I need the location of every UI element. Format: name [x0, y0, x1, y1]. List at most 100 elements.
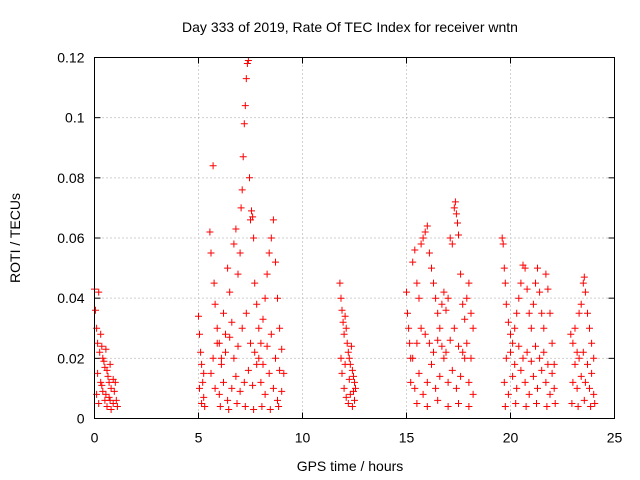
- y-tick-label: 0.04: [57, 290, 84, 306]
- data-point: [241, 102, 249, 110]
- data-point: [109, 400, 117, 407]
- data-point: [263, 270, 271, 278]
- data-point: [579, 279, 587, 287]
- data-point: [409, 354, 417, 362]
- data-point: [340, 330, 348, 338]
- data-point: [546, 390, 554, 398]
- data-point: [502, 300, 510, 308]
- data-point: [201, 403, 209, 410]
- data-point: [527, 357, 535, 365]
- data-point: [350, 372, 357, 380]
- data-point: [247, 339, 254, 347]
- scatter-points: [91, 57, 599, 413]
- data-point: [351, 396, 358, 404]
- data-point: [112, 396, 120, 404]
- data-point: [501, 279, 509, 287]
- data-point: [467, 354, 475, 362]
- data-point: [217, 354, 225, 362]
- data-point: [103, 403, 111, 410]
- y-axis-label: ROTI / TECUs: [7, 193, 23, 283]
- data-point: [242, 309, 250, 317]
- data-point: [276, 324, 284, 332]
- data-point: [200, 369, 208, 377]
- data-point: [455, 231, 462, 239]
- data-point: [236, 249, 244, 257]
- data-point: [536, 288, 544, 296]
- data-point: [588, 339, 596, 347]
- data-point: [532, 342, 539, 350]
- data-point: [580, 273, 588, 281]
- y-tick-label: 0.1: [65, 110, 85, 126]
- data-point: [465, 378, 473, 386]
- data-point: [444, 378, 452, 386]
- data-point: [251, 279, 259, 287]
- data-point: [569, 378, 577, 386]
- data-point: [504, 390, 512, 398]
- data-point: [259, 360, 267, 368]
- data-point: [344, 348, 352, 356]
- data-point: [421, 228, 429, 236]
- data-point: [341, 312, 349, 320]
- data-point: [217, 360, 225, 368]
- y-tick-label: 0.02: [57, 350, 84, 366]
- data-point: [515, 342, 523, 350]
- data-point: [269, 384, 277, 392]
- data-point: [448, 240, 456, 248]
- data-point: [434, 396, 442, 404]
- data-point: [107, 406, 115, 413]
- data-point: [544, 285, 552, 293]
- data-point: [507, 330, 514, 338]
- data-point: [451, 198, 459, 206]
- data-point: [450, 204, 458, 212]
- data-point: [457, 372, 465, 380]
- data-point: [467, 309, 475, 317]
- data-point: [406, 339, 414, 347]
- data-point: [540, 324, 548, 332]
- data-point: [226, 288, 234, 296]
- data-point: [249, 213, 257, 221]
- data-point: [207, 249, 215, 257]
- data-point: [430, 279, 437, 287]
- x-tick-label: 0: [91, 430, 99, 446]
- data-point: [417, 324, 425, 332]
- data-point: [529, 300, 537, 308]
- x-tick-label: 20: [503, 430, 519, 446]
- data-point: [213, 324, 221, 332]
- data-point: [196, 330, 203, 338]
- data-point: [551, 400, 559, 407]
- data-point: [550, 360, 558, 368]
- data-point: [544, 360, 552, 368]
- data-point: [113, 403, 121, 410]
- data-point: [276, 366, 284, 374]
- data-point: [511, 360, 519, 368]
- data-point: [459, 348, 467, 356]
- data-point: [244, 57, 252, 64]
- data-point: [98, 342, 106, 350]
- data-point: [104, 372, 112, 380]
- data-point: [263, 342, 271, 350]
- y-tick-label: 0: [77, 411, 85, 427]
- data-point: [106, 360, 114, 368]
- data-point: [463, 294, 471, 302]
- data-point: [274, 396, 281, 404]
- data-point: [436, 372, 444, 380]
- data-point: [232, 372, 240, 380]
- data-point: [97, 330, 105, 338]
- data-point: [411, 384, 419, 392]
- data-point: [501, 403, 509, 410]
- data-point: [211, 300, 219, 308]
- data-point: [342, 324, 350, 332]
- data-point: [542, 378, 550, 386]
- data-point: [250, 234, 258, 242]
- data-point: [99, 387, 107, 395]
- chart-title: Day 333 of 2019, Rate Of TEC Index for r…: [182, 19, 518, 35]
- data-point: [502, 354, 510, 362]
- data-point: [522, 403, 530, 410]
- data-point: [521, 378, 529, 386]
- x-axis-label: GPS time / hours: [297, 458, 404, 474]
- data-point: [348, 366, 356, 374]
- data-point: [548, 369, 556, 377]
- data-point: [461, 315, 469, 323]
- data-point: [543, 403, 551, 410]
- data-point: [548, 339, 556, 347]
